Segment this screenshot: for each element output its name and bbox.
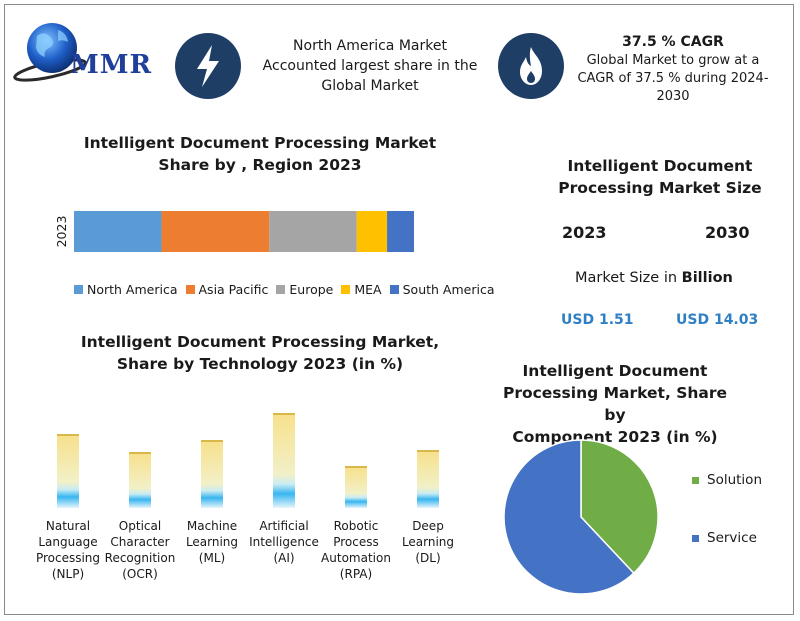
- technology-bar-cap: [57, 434, 79, 436]
- market-size-title: Intelligent Document Processing Market S…: [558, 157, 762, 197]
- legend-swatch: [389, 285, 399, 294]
- pie-slice-service: [503, 439, 635, 595]
- region-legend-item: South America: [389, 282, 495, 297]
- region-chart-title: Intelligent Document Processing Market S…: [83, 134, 437, 174]
- north-america-highlight: North America Market Accounted largest s…: [250, 36, 490, 96]
- legend-swatch: [276, 285, 286, 294]
- component-legend-item: Service: [692, 530, 792, 546]
- technology-bar-cap: [345, 466, 367, 468]
- region-stacked-bar-chart: 2023: [54, 211, 414, 252]
- technology-category-label: Robotic Process Automation (RPA): [321, 519, 391, 581]
- component-legend-item: Solution: [692, 472, 792, 488]
- region-legend-item: MEA: [341, 282, 382, 297]
- flame-badge: [498, 33, 564, 99]
- technology-bar: [57, 434, 79, 508]
- pie-slice-solution: [580, 439, 659, 575]
- region-bar-segment-asia-pacific: [161, 211, 270, 252]
- region-bar-segment-south-america: [387, 211, 414, 252]
- region-bar-segment-europe: [269, 211, 357, 252]
- legend-label: North America: [87, 282, 178, 297]
- technology-category-label: Machine Learning (ML): [185, 519, 239, 565]
- flame-icon: [520, 47, 542, 85]
- region-legend-item: North America: [74, 282, 178, 297]
- technology-bar: [273, 413, 295, 508]
- technology-bar-cap: [201, 440, 223, 442]
- logo-text: MMR: [70, 50, 153, 80]
- lightning-badge: [175, 33, 241, 99]
- highlight-line: North America Market: [293, 38, 447, 54]
- market-size-year-end: 2030: [705, 223, 750, 242]
- market-size-value-end: USD 14.03: [676, 312, 759, 328]
- technology-category-label: Artificial Intelligence (AI): [249, 519, 319, 565]
- legend-label: South America: [402, 282, 495, 297]
- lightning-icon: [197, 45, 219, 87]
- region-legend-item: Europe: [276, 282, 333, 297]
- market-size-unit-label: Market Size in Billion: [575, 270, 733, 286]
- technology-bar-cap: [129, 452, 151, 454]
- technology-bar-cap: [417, 450, 439, 452]
- technology-bar: [201, 440, 223, 508]
- legend-swatch: [692, 476, 699, 484]
- technology-category-labels: Natural Language Processing (NLP) Optical Cha…: [20, 518, 460, 598]
- technology-category-label: Optical Character Recognition (OCR): [104, 519, 176, 581]
- technology-bar-chart: [57, 413, 439, 508]
- legend-swatch: [185, 285, 195, 294]
- region-bar-segment-north-america: [74, 211, 162, 252]
- technology-category-label: Natural Language Processing (NLP): [35, 519, 101, 581]
- component-pie-chart: [503, 439, 659, 595]
- technology-category-label: Deep Learning (DL): [401, 519, 455, 565]
- highlight-line: Global Market: [321, 78, 419, 94]
- highlight-line: Accounted largest share in the: [262, 58, 478, 74]
- cagr-line: Global Market to grow at a: [586, 53, 760, 68]
- cagr-title: 37.5 % CAGR: [622, 34, 724, 50]
- technology-bar-cap: [273, 413, 295, 415]
- legend-swatch: [341, 285, 351, 294]
- cagr-line: CAGR of 37.5 % during 2024-: [577, 71, 769, 86]
- legend-label: Service: [707, 530, 757, 546]
- technology-bar: [129, 452, 151, 508]
- legend-label: Solution: [707, 472, 762, 488]
- market-size-year-start: 2023: [562, 223, 607, 242]
- region-bar-segment-mea: [356, 211, 388, 252]
- technology-chart-title: Intelligent Document Processing Market, …: [80, 333, 440, 373]
- infographic-frame: [4, 4, 794, 615]
- region-legend-item: Asia Pacific: [185, 282, 269, 297]
- mmr-globe-logo-icon: [13, 23, 87, 82]
- technology-bar: [417, 450, 439, 508]
- legend-label: Europe: [289, 282, 334, 297]
- region-category-label: 2023: [54, 216, 69, 248]
- cagr-highlight: 37.5 % CAGR Global Market to grow at a C…: [568, 34, 778, 106]
- component-chart-title: Intelligent Document Processing Market, …: [502, 362, 728, 446]
- region-legend: North America Asia Pacific Europe MEA South …: [74, 279, 494, 298]
- legend-label: MEA: [354, 282, 382, 297]
- market-size-value-start: USD 1.51: [561, 312, 634, 328]
- cagr-line: 2030: [656, 89, 690, 104]
- legend-label: Asia Pacific: [198, 282, 269, 297]
- legend-swatch: [692, 534, 699, 542]
- technology-bar: [345, 466, 367, 508]
- legend-swatch: [74, 285, 83, 294]
- component-legend: Solution Service: [692, 472, 792, 546]
